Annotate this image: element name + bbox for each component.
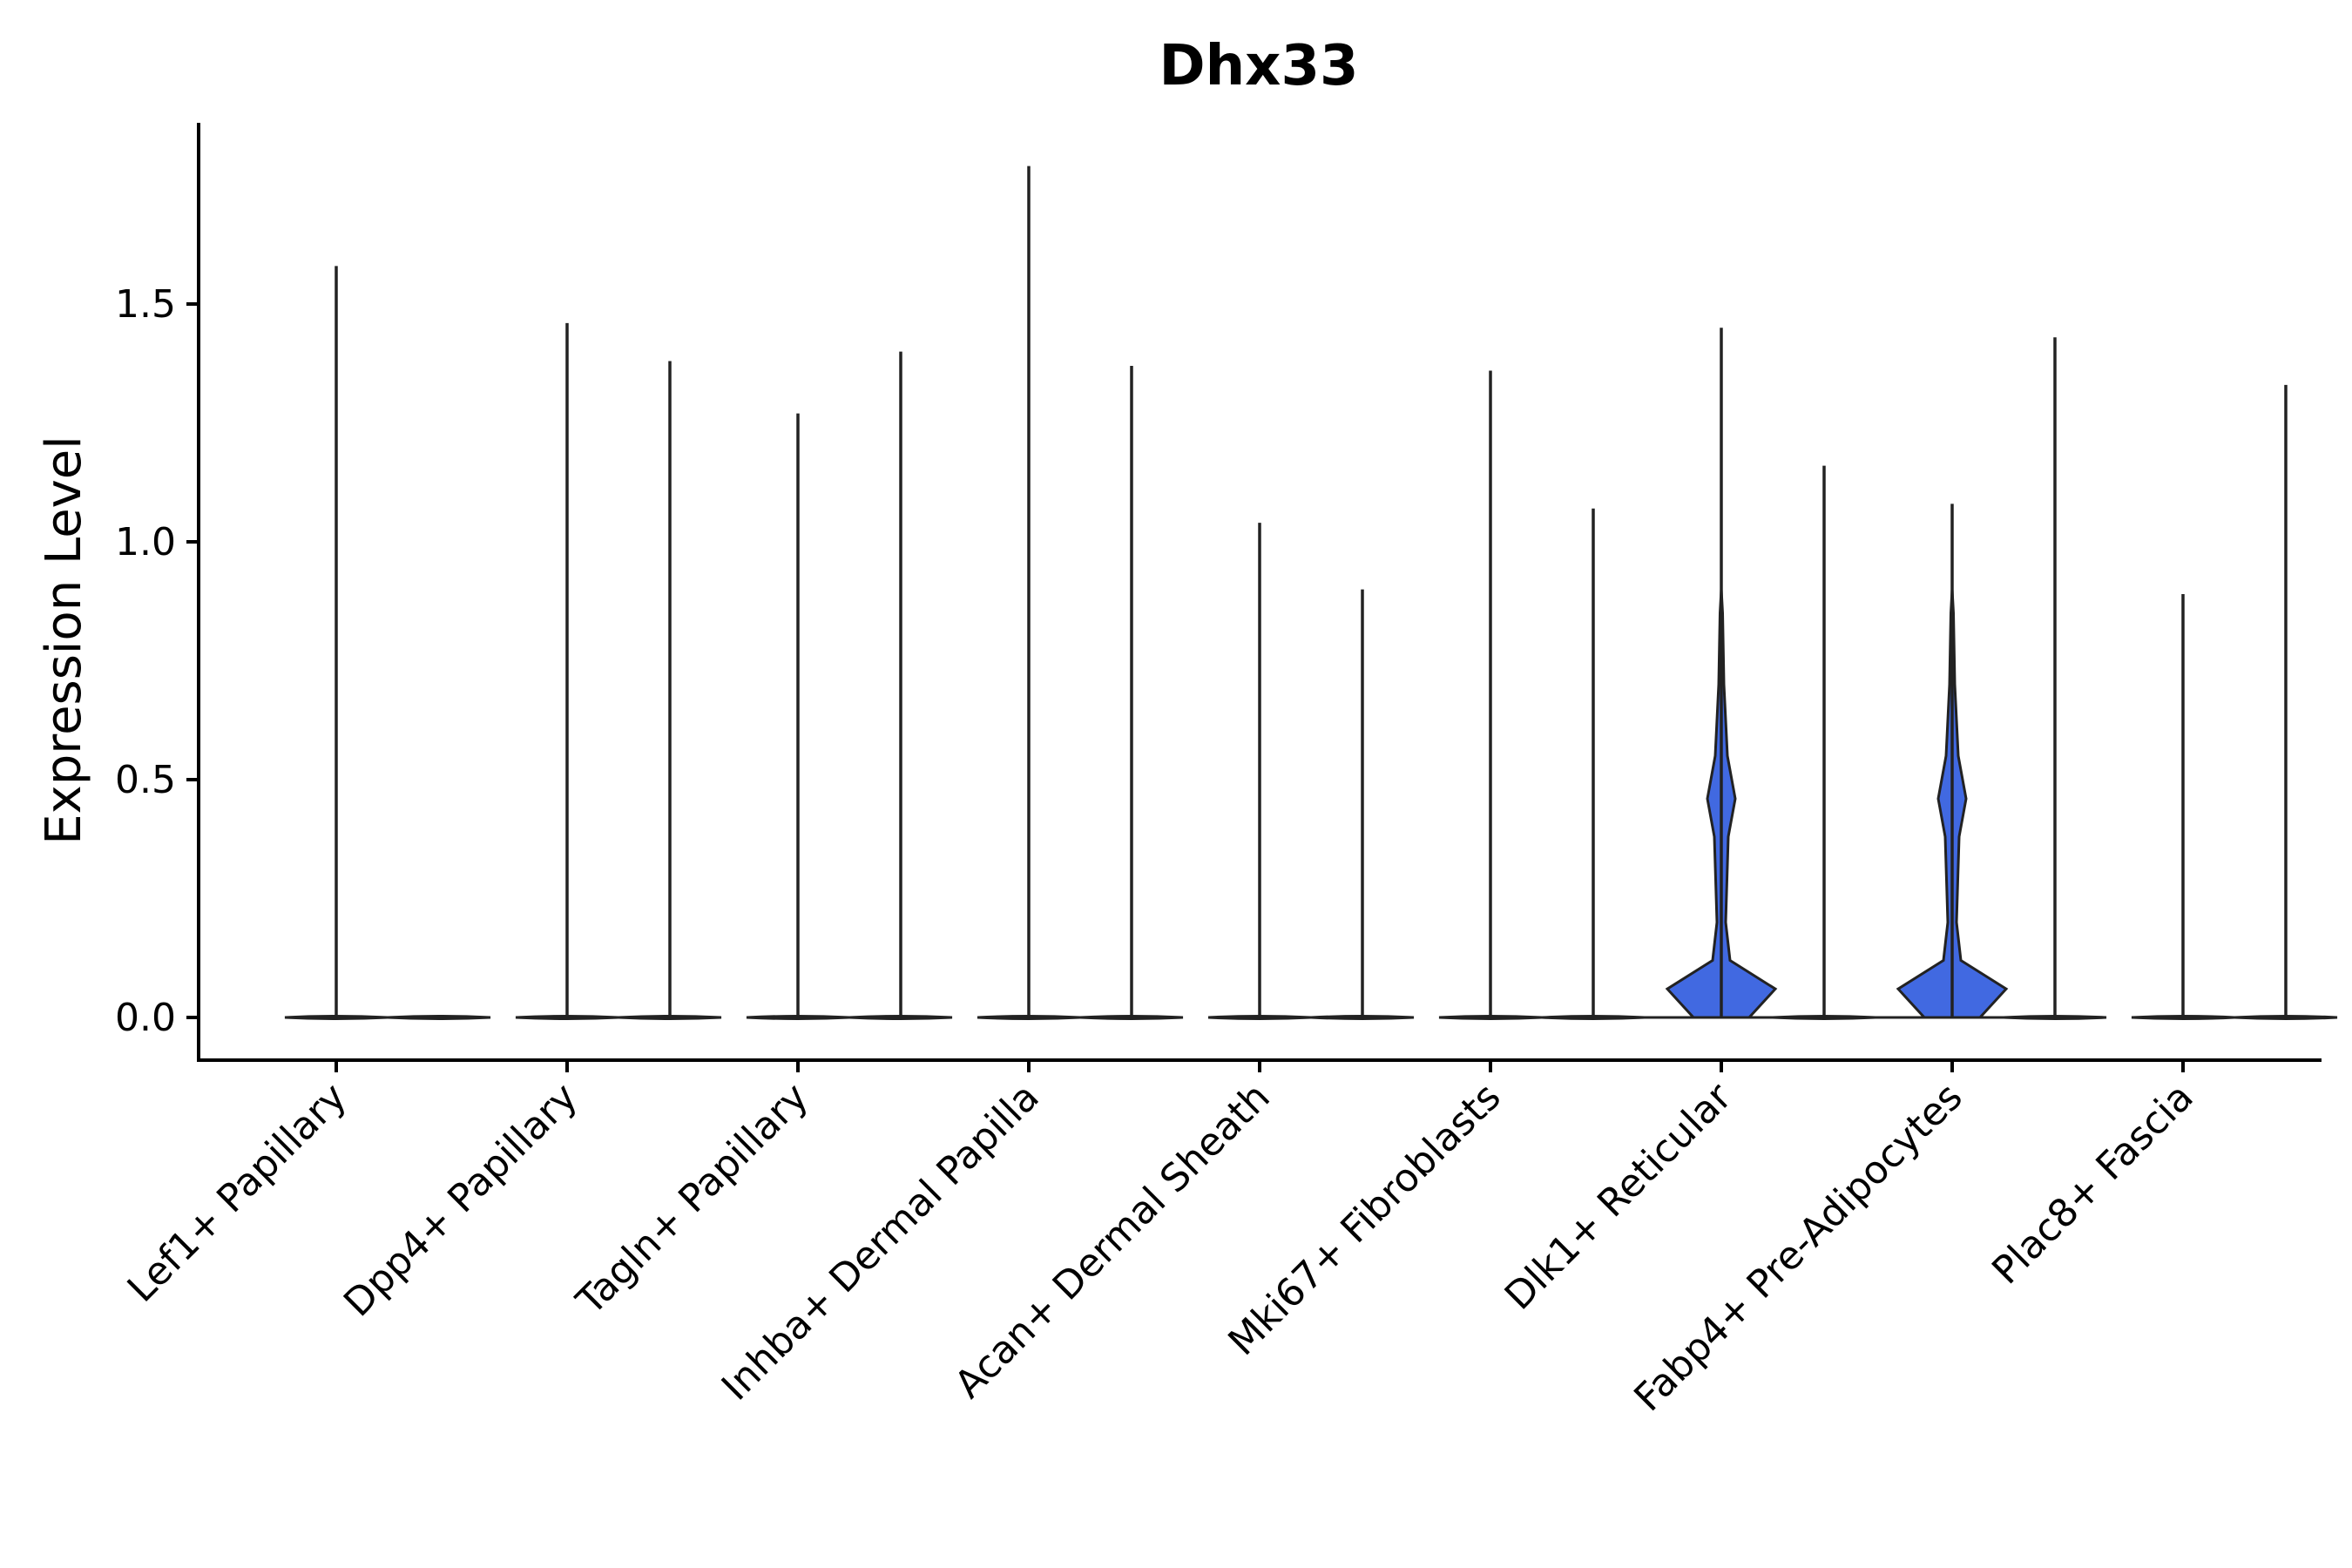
y-axis-label: Expression Level (36, 436, 92, 845)
y-tick-label: 0.0 (115, 996, 176, 1040)
violin-group (284, 166, 2338, 1020)
x-tick-label: Dpp4+ Papillary (335, 1075, 586, 1326)
x-tick-label: Lef1+ Papillary (119, 1075, 355, 1311)
x-tick-label: Dlk1+ Reticular (1497, 1074, 1741, 1319)
y-tick-label: 1.0 (115, 520, 176, 564)
x-tick-label: Tagln+ Papillary (568, 1075, 817, 1324)
violin-body (387, 1015, 491, 1020)
chart-title: Dhx33 (1159, 34, 1358, 98)
x-tick-label: Plac8+ Fascia (1984, 1075, 2202, 1294)
y-tick-label: 1.5 (115, 282, 176, 327)
y-tick-label: 0.5 (115, 758, 176, 802)
y-ticks: 0.0 0.5 1.0 1.5 (115, 282, 199, 1040)
